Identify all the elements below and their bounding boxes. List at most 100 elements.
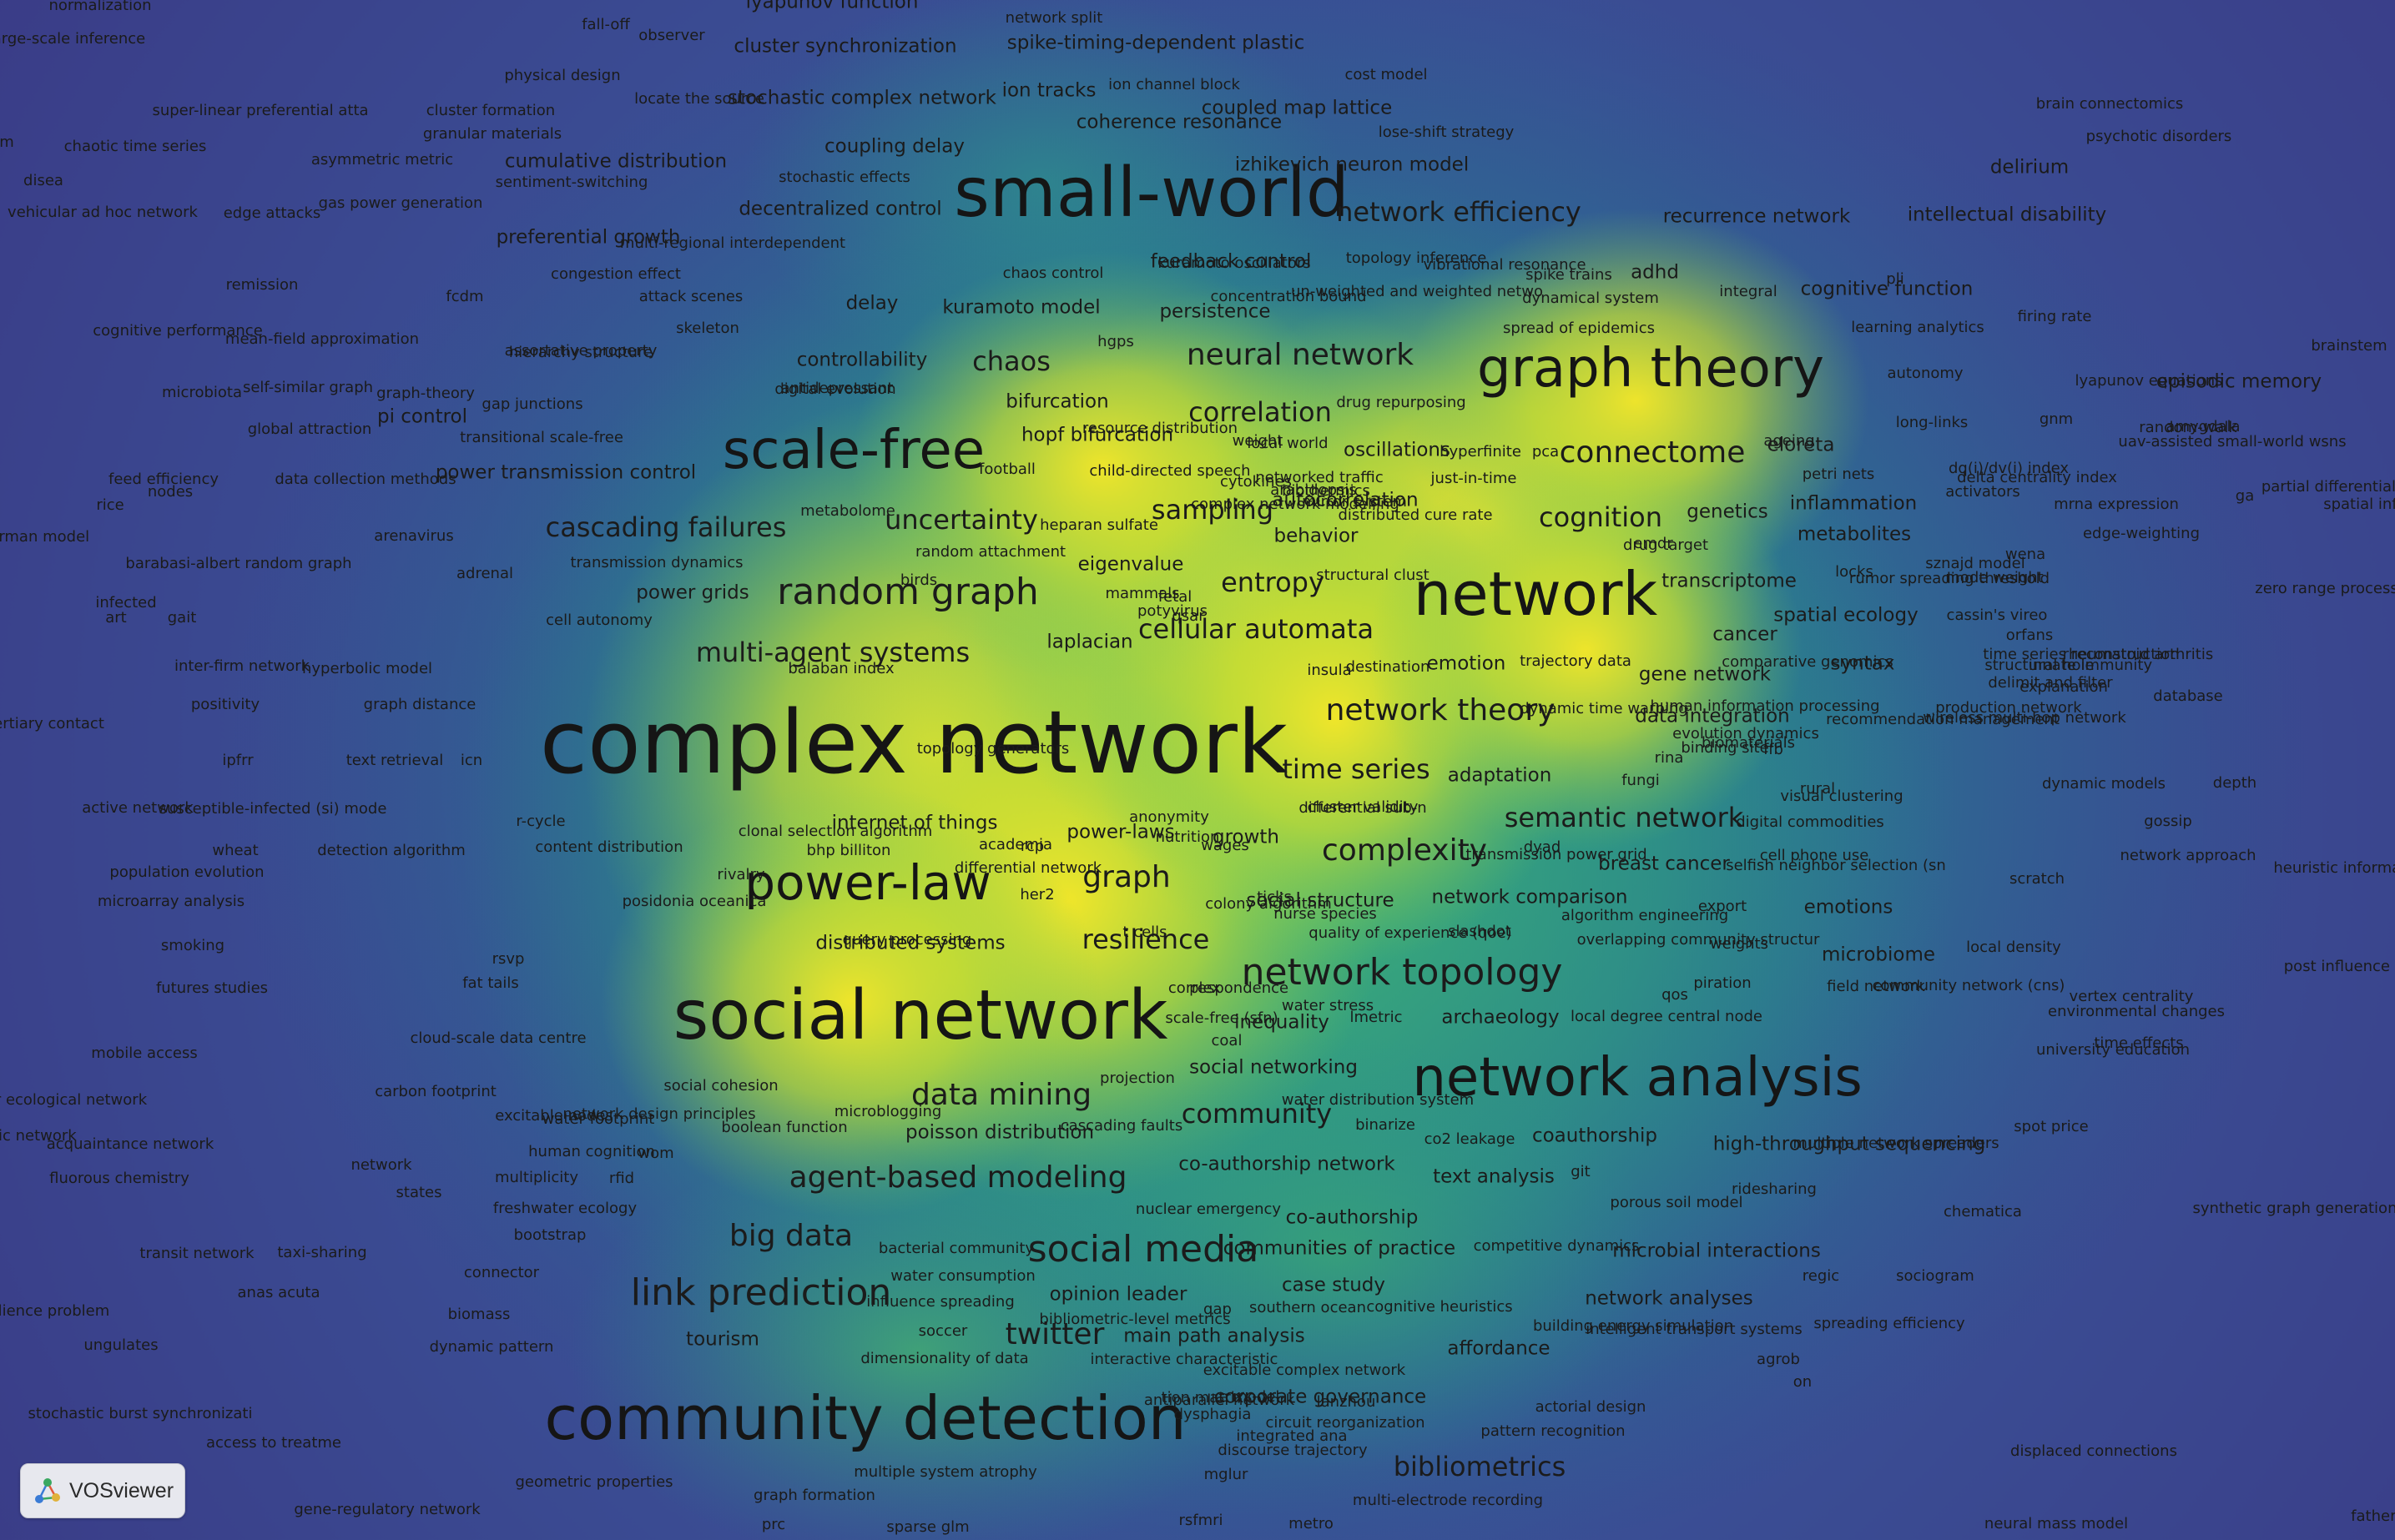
term-label[interactable]: intellectual disability: [1907, 204, 2107, 226]
term-label[interactable]: antidepressant: [780, 380, 894, 397]
term-label[interactable]: active network: [82, 799, 194, 817]
term-label[interactable]: normalization: [48, 0, 152, 14]
term-label[interactable]: trajectory data: [1520, 652, 1631, 670]
term-label[interactable]: water distribution system: [1281, 1091, 1475, 1109]
term-label[interactable]: multiple system atrophy: [854, 1463, 1037, 1481]
term-label[interactable]: excitable complex network: [1203, 1361, 1406, 1379]
term-label[interactable]: long-links: [1895, 414, 1969, 431]
term-label[interactable]: breast cancer: [1598, 853, 1730, 875]
term-label[interactable]: mean-field approximation: [224, 330, 420, 348]
term-label[interactable]: integral: [1719, 283, 1777, 300]
term-label[interactable]: chaos control: [1002, 264, 1104, 282]
term-label[interactable]: icn: [460, 752, 483, 769]
term-label[interactable]: random attachment: [915, 543, 1066, 561]
term-label[interactable]: fall-off: [582, 16, 630, 33]
term-label[interactable]: positivity: [190, 696, 260, 713]
term-label[interactable]: potyvirus: [1137, 602, 1208, 620]
term-label[interactable]: topology generators: [916, 740, 1070, 757]
term-label[interactable]: mode weight: [1945, 569, 2044, 586]
term-label[interactable]: coupling delay: [824, 135, 966, 158]
term-label[interactable]: attack scenes: [638, 288, 744, 305]
term-label[interactable]: discourse trajectory: [1218, 1442, 1368, 1459]
term-label[interactable]: random graph: [777, 571, 1039, 613]
term-label[interactable]: interactive characteristic: [1090, 1351, 1278, 1368]
term-label[interactable]: microbial interactions: [1612, 1240, 1821, 1262]
term-label[interactable]: remission: [225, 276, 299, 294]
term-label[interactable]: data collection methods: [275, 471, 456, 488]
term-label[interactable]: brain connectomics: [2035, 95, 2184, 113]
term-label[interactable]: git: [1571, 1163, 1591, 1180]
term-label[interactable]: water footprint: [542, 1110, 655, 1128]
term-label[interactable]: fetal: [1157, 588, 1192, 606]
term-label[interactable]: rural: [1799, 780, 1836, 798]
term-label[interactable]: community detection: [544, 1383, 1187, 1453]
term-label[interactable]: post influence analyse: [2283, 958, 2395, 975]
term-label[interactable]: networked traffic: [1255, 469, 1384, 486]
term-label[interactable]: emotions: [1803, 896, 1893, 918]
term-label[interactable]: structural hole: [1984, 657, 2095, 674]
term-label[interactable]: text retrieval: [345, 752, 444, 769]
term-label[interactable]: circuit reorganization: [1265, 1414, 1425, 1432]
term-label[interactable]: microblogging: [834, 1103, 942, 1120]
term-label[interactable]: ridesharing: [1732, 1180, 1817, 1198]
term-label[interactable]: gas power generation: [318, 194, 483, 212]
term-label[interactable]: sznajd model: [1925, 555, 2025, 572]
term-label[interactable]: communities of practice: [1223, 1237, 1456, 1260]
term-label[interactable]: hopf bifurcation: [1021, 424, 1174, 446]
term-label[interactable]: influence spreading: [866, 1293, 1015, 1311]
term-label[interactable]: firing rate: [2017, 308, 2092, 325]
term-label[interactable]: cell autonomy: [546, 611, 653, 629]
term-label[interactable]: ipfrr: [222, 752, 254, 769]
term-label[interactable]: futures studies: [155, 979, 269, 997]
term-label[interactable]: piration: [1693, 974, 1752, 992]
term-label[interactable]: network design principles: [562, 1105, 756, 1123]
term-label[interactable]: network theory: [1325, 693, 1555, 727]
term-label[interactable]: fluorous chemistry: [49, 1170, 189, 1187]
term-label[interactable]: community: [1181, 1098, 1333, 1130]
term-label[interactable]: dynamic time warping: [1520, 700, 1688, 717]
term-label[interactable]: feedback control: [1150, 250, 1312, 273]
term-label[interactable]: neural mass model: [1984, 1515, 2129, 1532]
term-label[interactable]: co-authorship network: [1178, 1153, 1395, 1175]
term-label[interactable]: differential sub-n: [1298, 799, 1427, 817]
term-label[interactable]: power-laws: [1066, 821, 1175, 843]
term-label[interactable]: hyperfinite: [1440, 443, 1521, 460]
term-label[interactable]: asymmetric metric: [310, 151, 454, 169]
term-label[interactable]: qos: [1661, 986, 1688, 1004]
term-label[interactable]: mammals: [1105, 585, 1180, 602]
term-label[interactable]: wages: [1201, 837, 1249, 854]
term-label[interactable]: cognition: [1539, 501, 1662, 533]
term-label[interactable]: cancer: [1712, 623, 1777, 646]
term-label[interactable]: cassin's vireo: [1946, 606, 2048, 624]
term-label[interactable]: co-authorship: [1285, 1206, 1419, 1229]
term-label[interactable]: child-directed speech: [1089, 462, 1251, 480]
term-label[interactable]: mglur: [1203, 1466, 1248, 1483]
term-label[interactable]: chematica: [1944, 1203, 2022, 1220]
term-label[interactable]: export: [1697, 898, 1747, 915]
term-label[interactable]: carbon footprint: [375, 1083, 497, 1100]
term-label[interactable]: r-cycle: [516, 813, 566, 830]
term-label[interactable]: spatial information: [2323, 496, 2395, 513]
term-label[interactable]: balaban index: [788, 660, 895, 677]
term-label[interactable]: learning analytics: [1851, 319, 1984, 336]
term-label[interactable]: social media: [1027, 1228, 1259, 1271]
term-label[interactable]: dynamic pattern: [429, 1338, 554, 1356]
term-label[interactable]: graph distance: [363, 696, 476, 713]
term-label[interactable]: southern ocean: [1249, 1299, 1366, 1316]
term-label[interactable]: oscillations: [1343, 439, 1451, 461]
term-label[interactable]: data mining: [910, 1078, 1092, 1112]
term-label[interactable]: spatial ecology: [1773, 604, 1919, 627]
term-label[interactable]: excitable nodes: [495, 1107, 613, 1125]
term-label[interactable]: water stress: [1281, 997, 1374, 1014]
term-label[interactable]: chaotic time series: [63, 138, 207, 155]
term-label[interactable]: colony algorithm: [1205, 895, 1332, 913]
term-label[interactable]: transit network: [139, 1245, 255, 1262]
term-label[interactable]: biomass: [447, 1306, 511, 1323]
term-label[interactable]: content distribution: [535, 838, 683, 856]
term-label[interactable]: binarize: [1355, 1116, 1415, 1134]
term-label[interactable]: stochastic effects: [779, 169, 910, 186]
term-label[interactable]: mrna expression: [2054, 496, 2179, 513]
term-label[interactable]: intelligent transport systems: [1586, 1321, 1803, 1338]
term-label[interactable]: hyperbolic model: [301, 660, 433, 677]
term-label[interactable]: displaced connections: [2010, 1442, 2177, 1460]
